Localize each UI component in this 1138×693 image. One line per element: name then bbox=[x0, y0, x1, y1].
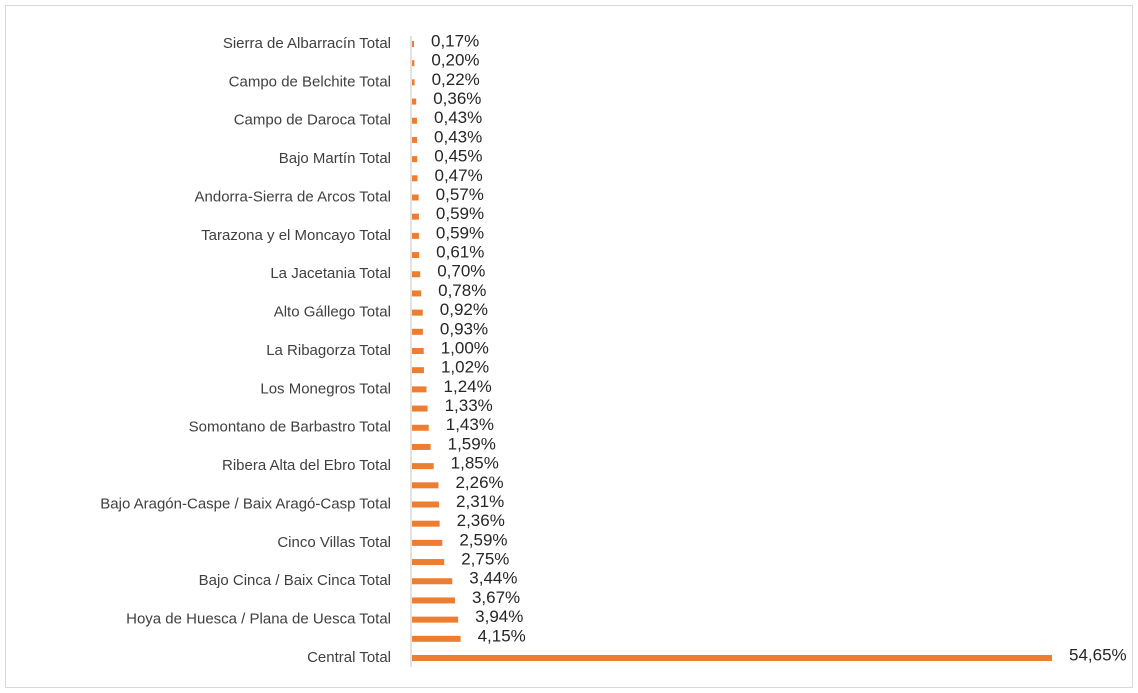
category-label: Bajo Cinca / Baix Cinca Total bbox=[199, 572, 391, 589]
bar bbox=[412, 597, 455, 604]
data-label: 4,15% bbox=[478, 626, 526, 645]
category-label: Alto Gállego Total bbox=[274, 304, 391, 321]
category-label: Central Total bbox=[307, 649, 391, 666]
data-label: 0,43% bbox=[434, 127, 482, 146]
bar bbox=[412, 443, 431, 450]
data-label: 1,43% bbox=[446, 415, 494, 434]
bar bbox=[412, 156, 418, 163]
chart-border bbox=[5, 5, 1133, 688]
data-label: 1,85% bbox=[451, 454, 499, 473]
data-label: 2,36% bbox=[457, 511, 505, 530]
bar bbox=[412, 213, 419, 220]
category-label: La Jacetania Total bbox=[270, 265, 391, 282]
bar bbox=[412, 290, 422, 297]
bar bbox=[412, 539, 443, 546]
category-label: Campo de Daroca Total bbox=[234, 112, 391, 129]
bar bbox=[412, 635, 461, 642]
category-label: Somontano de Barbastro Total bbox=[189, 419, 391, 436]
data-label: 0,17% bbox=[431, 31, 479, 50]
data-label: 0,20% bbox=[431, 51, 479, 70]
category-label: Ribera Alta del Ebro Total bbox=[222, 457, 391, 474]
bar bbox=[412, 482, 439, 489]
category-label: Tarazona y el Moncayo Total bbox=[201, 227, 391, 244]
bar bbox=[412, 501, 440, 508]
data-label: 2,75% bbox=[461, 550, 509, 569]
bar bbox=[412, 252, 420, 259]
bar bbox=[412, 175, 418, 182]
category-label: La Ribagorza Total bbox=[266, 342, 391, 359]
bar bbox=[412, 655, 1052, 661]
data-label: 3,44% bbox=[469, 569, 517, 588]
data-label: 0,70% bbox=[437, 262, 485, 281]
bar bbox=[412, 386, 427, 393]
bar bbox=[412, 520, 440, 527]
data-label: 1,24% bbox=[444, 377, 492, 396]
data-label: 0,78% bbox=[438, 281, 486, 300]
data-label: 0,61% bbox=[436, 243, 484, 262]
data-label: 0,57% bbox=[436, 185, 484, 204]
bar bbox=[412, 616, 459, 623]
category-label: Andorra-Sierra de Arcos Total bbox=[195, 188, 392, 205]
data-label: 2,26% bbox=[455, 473, 503, 492]
data-label: 1,00% bbox=[441, 338, 489, 357]
category-label: Sierra de Albarracín Total bbox=[223, 35, 391, 52]
category-label: Cinco Villas Total bbox=[277, 534, 391, 551]
bar bbox=[412, 79, 415, 86]
data-label: 0,59% bbox=[436, 204, 484, 223]
bar bbox=[412, 98, 417, 105]
bar bbox=[412, 578, 453, 585]
category-label: Los Monegros Total bbox=[260, 380, 391, 397]
data-label: 54,65% bbox=[1069, 645, 1127, 664]
category-label: Campo de Belchite Total bbox=[229, 73, 391, 90]
bar bbox=[412, 367, 424, 374]
bar bbox=[412, 405, 428, 412]
data-label: 1,33% bbox=[445, 396, 493, 415]
data-label: 0,59% bbox=[436, 223, 484, 242]
category-label: Hoya de Huesca / Plana de Uesca Total bbox=[126, 611, 391, 628]
bar bbox=[412, 136, 418, 143]
data-label: 0,92% bbox=[440, 300, 488, 319]
data-label: 2,59% bbox=[459, 530, 507, 549]
data-label: 0,93% bbox=[440, 319, 488, 338]
data-label: 0,47% bbox=[435, 166, 483, 185]
bar bbox=[412, 117, 418, 124]
bar bbox=[412, 60, 415, 67]
bar bbox=[412, 41, 414, 47]
bar bbox=[412, 309, 423, 316]
data-label: 0,36% bbox=[433, 89, 481, 108]
bar bbox=[412, 271, 421, 278]
data-label: 0,43% bbox=[434, 108, 482, 127]
bar bbox=[412, 463, 434, 470]
bar bbox=[412, 348, 424, 354]
data-label: 3,67% bbox=[472, 588, 520, 607]
bar bbox=[412, 328, 423, 335]
bar bbox=[412, 559, 445, 566]
data-label: 1,02% bbox=[441, 358, 489, 377]
bar bbox=[412, 232, 419, 239]
bar bbox=[412, 424, 429, 431]
data-label: 1,59% bbox=[448, 434, 496, 453]
data-label: 0,45% bbox=[434, 147, 482, 166]
category-label: Bajo Aragón-Caspe / Baix Aragó-Casp Tota… bbox=[100, 495, 391, 512]
data-label: 2,31% bbox=[456, 492, 504, 511]
data-label: 0,22% bbox=[432, 70, 480, 89]
category-label: Bajo Martín Total bbox=[279, 150, 391, 167]
data-label: 3,94% bbox=[475, 607, 523, 626]
bar bbox=[412, 194, 419, 201]
